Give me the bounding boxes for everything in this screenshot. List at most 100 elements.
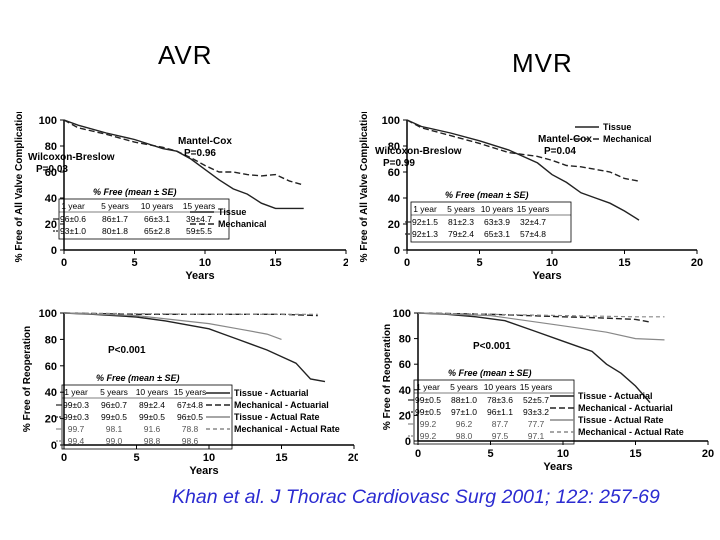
series-line-mechanical-actuarial xyxy=(63,312,318,317)
annotation: P=0.99 xyxy=(383,158,415,169)
annotation: Mantel-Cox xyxy=(178,136,232,147)
table-cell: 65±3.1 xyxy=(484,229,510,239)
table-cell: 97.1 xyxy=(528,431,545,441)
annotation: P<0.001 xyxy=(473,341,511,352)
y-tick-label: 80 xyxy=(399,334,411,346)
x-tick-label: 15 xyxy=(269,257,281,269)
table-cell: 59±5.5 xyxy=(186,226,212,236)
x-tick-label: 20 xyxy=(348,452,358,464)
table-cell: 78±3.6 xyxy=(487,395,513,405)
y-tick-label: 60 xyxy=(399,359,411,371)
table-cell: 99±0.5 xyxy=(415,407,441,417)
y-tick-label: 100 xyxy=(382,115,400,127)
legend-label: Mechanical - Actuarial xyxy=(234,400,329,410)
x-tick-label: 20 xyxy=(691,257,703,269)
y-axis-label: % Free of Reoperation xyxy=(382,324,393,430)
y-tick-label: 100 xyxy=(393,308,411,320)
table-cell: 39±4.7 xyxy=(186,214,212,224)
table-cell: 96±0.6 xyxy=(60,214,86,224)
x-tick-label: 15 xyxy=(629,448,641,460)
y-tick-label: 100 xyxy=(39,308,57,320)
table-cell: 99±0.5 xyxy=(139,412,165,422)
table-title: % Free (mean ± SE) xyxy=(445,190,528,200)
y-tick-label: 40 xyxy=(45,387,57,399)
table-header: 5 years xyxy=(447,204,475,214)
table-cell: 67±4.8 xyxy=(177,400,203,410)
table-cell: 80±1.8 xyxy=(102,226,128,236)
table-cell: 66±3.1 xyxy=(144,214,170,224)
table-cell: 97.5 xyxy=(492,431,509,441)
avr-heading: AVR xyxy=(158,40,213,70)
x-tick-label: 15 xyxy=(618,257,630,269)
table-cell: 98.8 xyxy=(144,436,161,446)
annotation: P<0.001 xyxy=(108,345,146,356)
x-tick-label: 5 xyxy=(476,257,482,269)
x-axis-label: Years xyxy=(532,270,561,282)
table-header: 5 years xyxy=(450,382,478,392)
legend-label: Tissue - Actual Rate xyxy=(578,415,664,425)
table-cell: 99.4 xyxy=(68,436,85,446)
table-cell: 99.7 xyxy=(68,424,85,434)
x-tick-label: 0 xyxy=(61,452,67,464)
table-cell: 92±1.5 xyxy=(412,217,438,227)
table-title: % Free (mean ± SE) xyxy=(96,373,179,383)
table-header: 10 years xyxy=(141,201,174,211)
table-cell: 91.6 xyxy=(144,424,161,434)
series-line-mechanical-actual-rate xyxy=(417,312,665,318)
y-tick-label: 20 xyxy=(45,414,57,426)
x-tick-label: 20 xyxy=(702,448,714,460)
y-tick-label: 0 xyxy=(405,436,411,448)
table-header: 10 years xyxy=(481,204,514,214)
table-cell: 96±0.5 xyxy=(177,412,203,422)
table-header: 5 years xyxy=(100,387,128,397)
legend-label: Tissue - Actuarial xyxy=(234,388,309,398)
table-cell: 88±1.0 xyxy=(451,395,477,405)
series-line-tissue xyxy=(406,119,640,221)
table-cell: 99.2 xyxy=(420,431,437,441)
table-cell: 98.1 xyxy=(106,424,123,434)
series-line-mechanical xyxy=(406,119,640,182)
legend-label: Tissue xyxy=(218,207,246,217)
legend-label: Mechanical xyxy=(603,134,652,144)
x-tick-label: 10 xyxy=(546,257,558,269)
mvr-complication-chart: 0 20 40 60 80 100 0 5 10 15 20 Years % Free of All V… xyxy=(355,108,715,292)
table-header: 15 years xyxy=(520,382,553,392)
x-tick-label: 5 xyxy=(487,448,493,460)
y-tick-label: 60 xyxy=(45,167,57,179)
table-title: % Free (mean ± SE) xyxy=(448,368,531,378)
table-cell: 99.0 xyxy=(106,436,123,446)
table-header: 5 years xyxy=(101,201,129,211)
table-cell: 32±4.7 xyxy=(520,217,546,227)
series-line-tissue-actual-rate xyxy=(417,312,665,341)
y-tick-label: 0 xyxy=(51,440,57,452)
table-header: 1 year xyxy=(64,387,88,397)
y-tick-label: 80 xyxy=(388,141,400,153)
table-cell: 96±0.7 xyxy=(101,400,127,410)
series-line-tissue xyxy=(63,119,304,210)
mvr-reoperation-chart: 0 20 40 60 80 100 0 5 10 15 20 Years % Free of Reope… xyxy=(378,303,720,488)
table-header: 10 years xyxy=(484,382,517,392)
table-cell: 98.0 xyxy=(456,431,473,441)
mvr-heading: MVR xyxy=(512,48,573,78)
annotation: P=0.03 xyxy=(36,164,68,175)
y-axis-label: % Free of All Valve Complication xyxy=(14,112,25,262)
annotation: Wilcoxon-Breslow xyxy=(375,146,462,157)
table-cell: 92±1.3 xyxy=(412,229,438,239)
y-tick-label: 60 xyxy=(45,361,57,373)
avr-complication-chart: 0 20 40 60 80 100 0 5 10 15 2 Years % Free of All Va… xyxy=(8,108,349,292)
y-tick-label: 20 xyxy=(45,219,57,231)
x-tick-label: 0 xyxy=(415,448,421,460)
legend-label: Tissue - Actual Rate xyxy=(234,412,320,422)
table-header: 10 years xyxy=(136,387,169,397)
legend-label: Mechanical - Actuarial xyxy=(578,403,673,413)
table-cell: 93±3.2 xyxy=(523,407,549,417)
x-tick-label: 15 xyxy=(275,452,287,464)
table-cell: 57±4.8 xyxy=(520,229,546,239)
table-box xyxy=(413,379,575,445)
y-tick-label: 20 xyxy=(399,410,411,422)
legend-label: Tissue xyxy=(603,122,631,132)
table-cell: 81±2.3 xyxy=(448,217,474,227)
legend-label: Mechanical - Actual Rate xyxy=(234,424,340,434)
table-cell: 96.2 xyxy=(456,419,473,429)
annotation: P=0.96 xyxy=(184,148,216,159)
